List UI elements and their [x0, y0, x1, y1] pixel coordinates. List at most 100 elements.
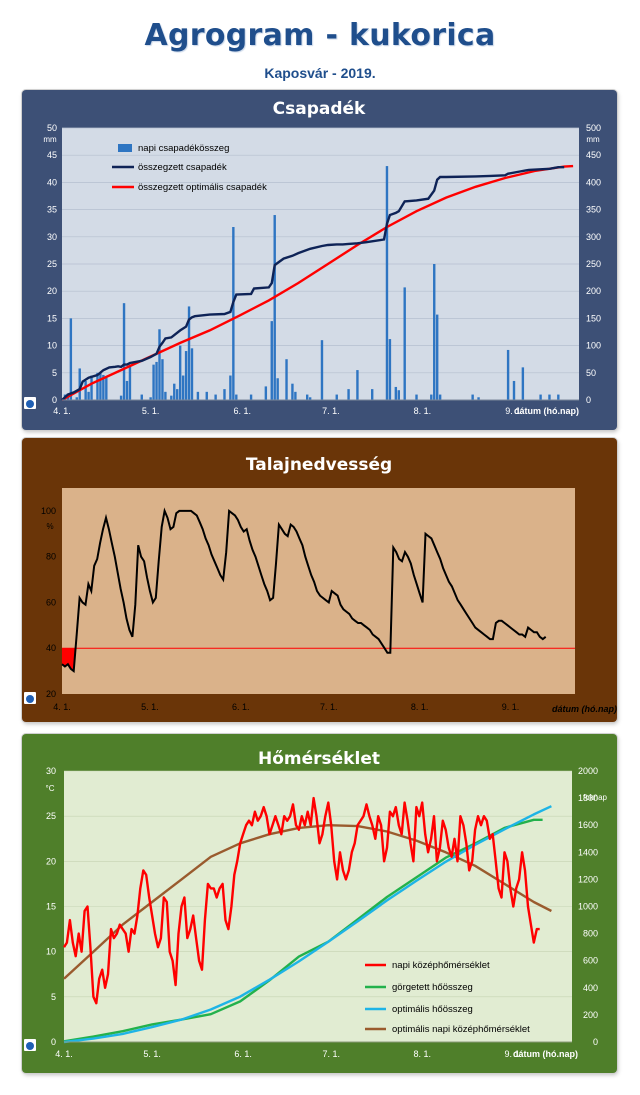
x-tick-label: 4. 1. — [53, 702, 71, 712]
rain-bar — [506, 349, 510, 400]
y2-tick-label: 1000 — [578, 902, 598, 912]
rain-bar — [273, 215, 276, 400]
rain-bar — [102, 374, 105, 400]
rain-bar — [335, 394, 338, 400]
rain-bar — [119, 395, 123, 400]
rain-bar — [276, 378, 279, 400]
y-tick-label: 60 — [46, 597, 56, 607]
chart-title: Csapadék — [273, 99, 366, 119]
rain-bar — [99, 372, 102, 400]
y2-tick-label: 100 — [586, 341, 601, 351]
x-tick-label: 4. 1. — [53, 406, 71, 416]
x-tick-label: 5. 1. — [142, 406, 160, 416]
rain-bar — [308, 397, 312, 400]
x-tick-label: 7. 1. — [322, 406, 340, 416]
rain-bar — [69, 318, 73, 400]
y2-tick-label: 2000 — [578, 766, 598, 776]
rain-bar — [140, 394, 143, 400]
chart-title: Hőmérséklet — [258, 749, 380, 769]
x-tick-label: 6. 1. — [232, 702, 250, 712]
cumulative-rain-line — [61, 166, 565, 401]
rain-bar — [394, 386, 398, 400]
soil-moisture-panel: Talajnedvesség 20 40 60 80 100% 4. 1. 5. 1. 6. 1… — [22, 438, 617, 722]
soil-moisture-line — [61, 507, 547, 674]
y-tick-label: 80 — [46, 552, 56, 562]
rain-bar — [320, 340, 324, 400]
y-axis-unit: °C — [46, 784, 55, 793]
temperature-chart: Hőmérséklet 0 5 10 15 20 25 30 0 200 400 600 800 1000… — [24, 749, 608, 1059]
legend-label: optimális hőösszeg — [392, 1004, 473, 1015]
logo-mark — [26, 400, 34, 408]
y-tick-label: 0 — [51, 1037, 56, 1047]
rain-bar — [232, 227, 235, 400]
rain-bar — [249, 394, 253, 400]
rain-bar — [356, 370, 359, 400]
rain-bar — [149, 397, 152, 400]
rain-bar — [229, 375, 232, 400]
x-tick-label: 9. 1. — [505, 406, 523, 416]
x-tick-label: 7. 1. — [322, 1049, 340, 1059]
x-tick-label: 5. 1. — [143, 1049, 161, 1059]
y2-tick-label: 0 — [593, 1037, 598, 1047]
y2-tick-label: 500 — [586, 123, 601, 133]
chart-title: Talajnedvesség — [246, 455, 392, 475]
x-tick-label: 9. 1. — [502, 702, 520, 712]
rain-bar — [385, 166, 389, 400]
y-tick-label: 25 — [47, 259, 57, 269]
y2-tick-label: 1800 — [578, 793, 598, 803]
rain-bar — [105, 377, 108, 400]
legend-swatch-bars — [118, 144, 132, 152]
y-tick-label: 30 — [46, 766, 56, 776]
y-tick-label: 40 — [47, 177, 57, 187]
rain-bar — [96, 372, 99, 400]
y2-tick-label: 600 — [583, 956, 598, 966]
y-axis-unit: mm — [43, 135, 57, 144]
x-tick-label: 8. 1. — [411, 702, 429, 712]
y-tick-label: 5 — [52, 368, 57, 378]
y-tick-label: 50 — [47, 123, 57, 133]
rain-bar — [388, 339, 392, 400]
logo-mark — [26, 1042, 34, 1050]
rain-bar — [158, 329, 161, 400]
y2-tick-label: 400 — [586, 177, 601, 187]
rain-bar — [173, 383, 176, 400]
y-axis-unit: % — [46, 522, 53, 531]
rain-bar — [84, 380, 87, 400]
y2-tick-label: 50 — [586, 368, 596, 378]
rain-bar — [170, 395, 173, 400]
temperature-panel: Hőmérséklet 0 5 10 15 20 25 30 0 200 400 600 800 1000… — [22, 734, 617, 1073]
legend-label: görgetett hőösszeg — [392, 982, 473, 993]
rain-bar — [435, 314, 439, 400]
rain-bar — [539, 394, 542, 400]
rain-bar — [205, 391, 208, 400]
y-tick-label: 10 — [47, 341, 57, 351]
page-subtitle: Kaposvár - 2019. — [264, 65, 376, 81]
y2-tick-label: 800 — [583, 929, 598, 939]
y-tick-label: 40 — [46, 643, 56, 653]
rain-bar — [214, 394, 217, 400]
y2-tick-label: 200 — [583, 1010, 598, 1020]
x-tick-label: 8. 1. — [413, 1049, 431, 1059]
legend-label: napi csapadékösszeg — [138, 143, 229, 154]
y2-tick-label: 400 — [583, 983, 598, 993]
y-tick-label: 20 — [47, 286, 57, 296]
rain-bar — [155, 361, 158, 400]
rain-bar — [125, 380, 129, 400]
rain-bar — [285, 359, 288, 400]
rain-bar — [178, 345, 182, 400]
y-tick-label: 45 — [47, 150, 57, 160]
y2-tick-label: 1200 — [578, 874, 598, 884]
y-tick-label: 30 — [47, 232, 57, 242]
rain-bar — [152, 364, 155, 400]
rain-bar — [161, 359, 164, 400]
x-axis-title: dátum (hó.nap) — [552, 704, 617, 714]
rain-bar — [235, 394, 238, 400]
rain-bar — [471, 394, 474, 400]
plot-area — [62, 488, 575, 694]
y2-axis-unit: foknap — [583, 793, 608, 802]
y-tick-label: 10 — [46, 947, 56, 957]
rain-bar — [521, 367, 525, 400]
rain-bar — [433, 264, 436, 400]
rain-bar — [90, 375, 93, 400]
y2-tick-label: 150 — [586, 313, 601, 323]
